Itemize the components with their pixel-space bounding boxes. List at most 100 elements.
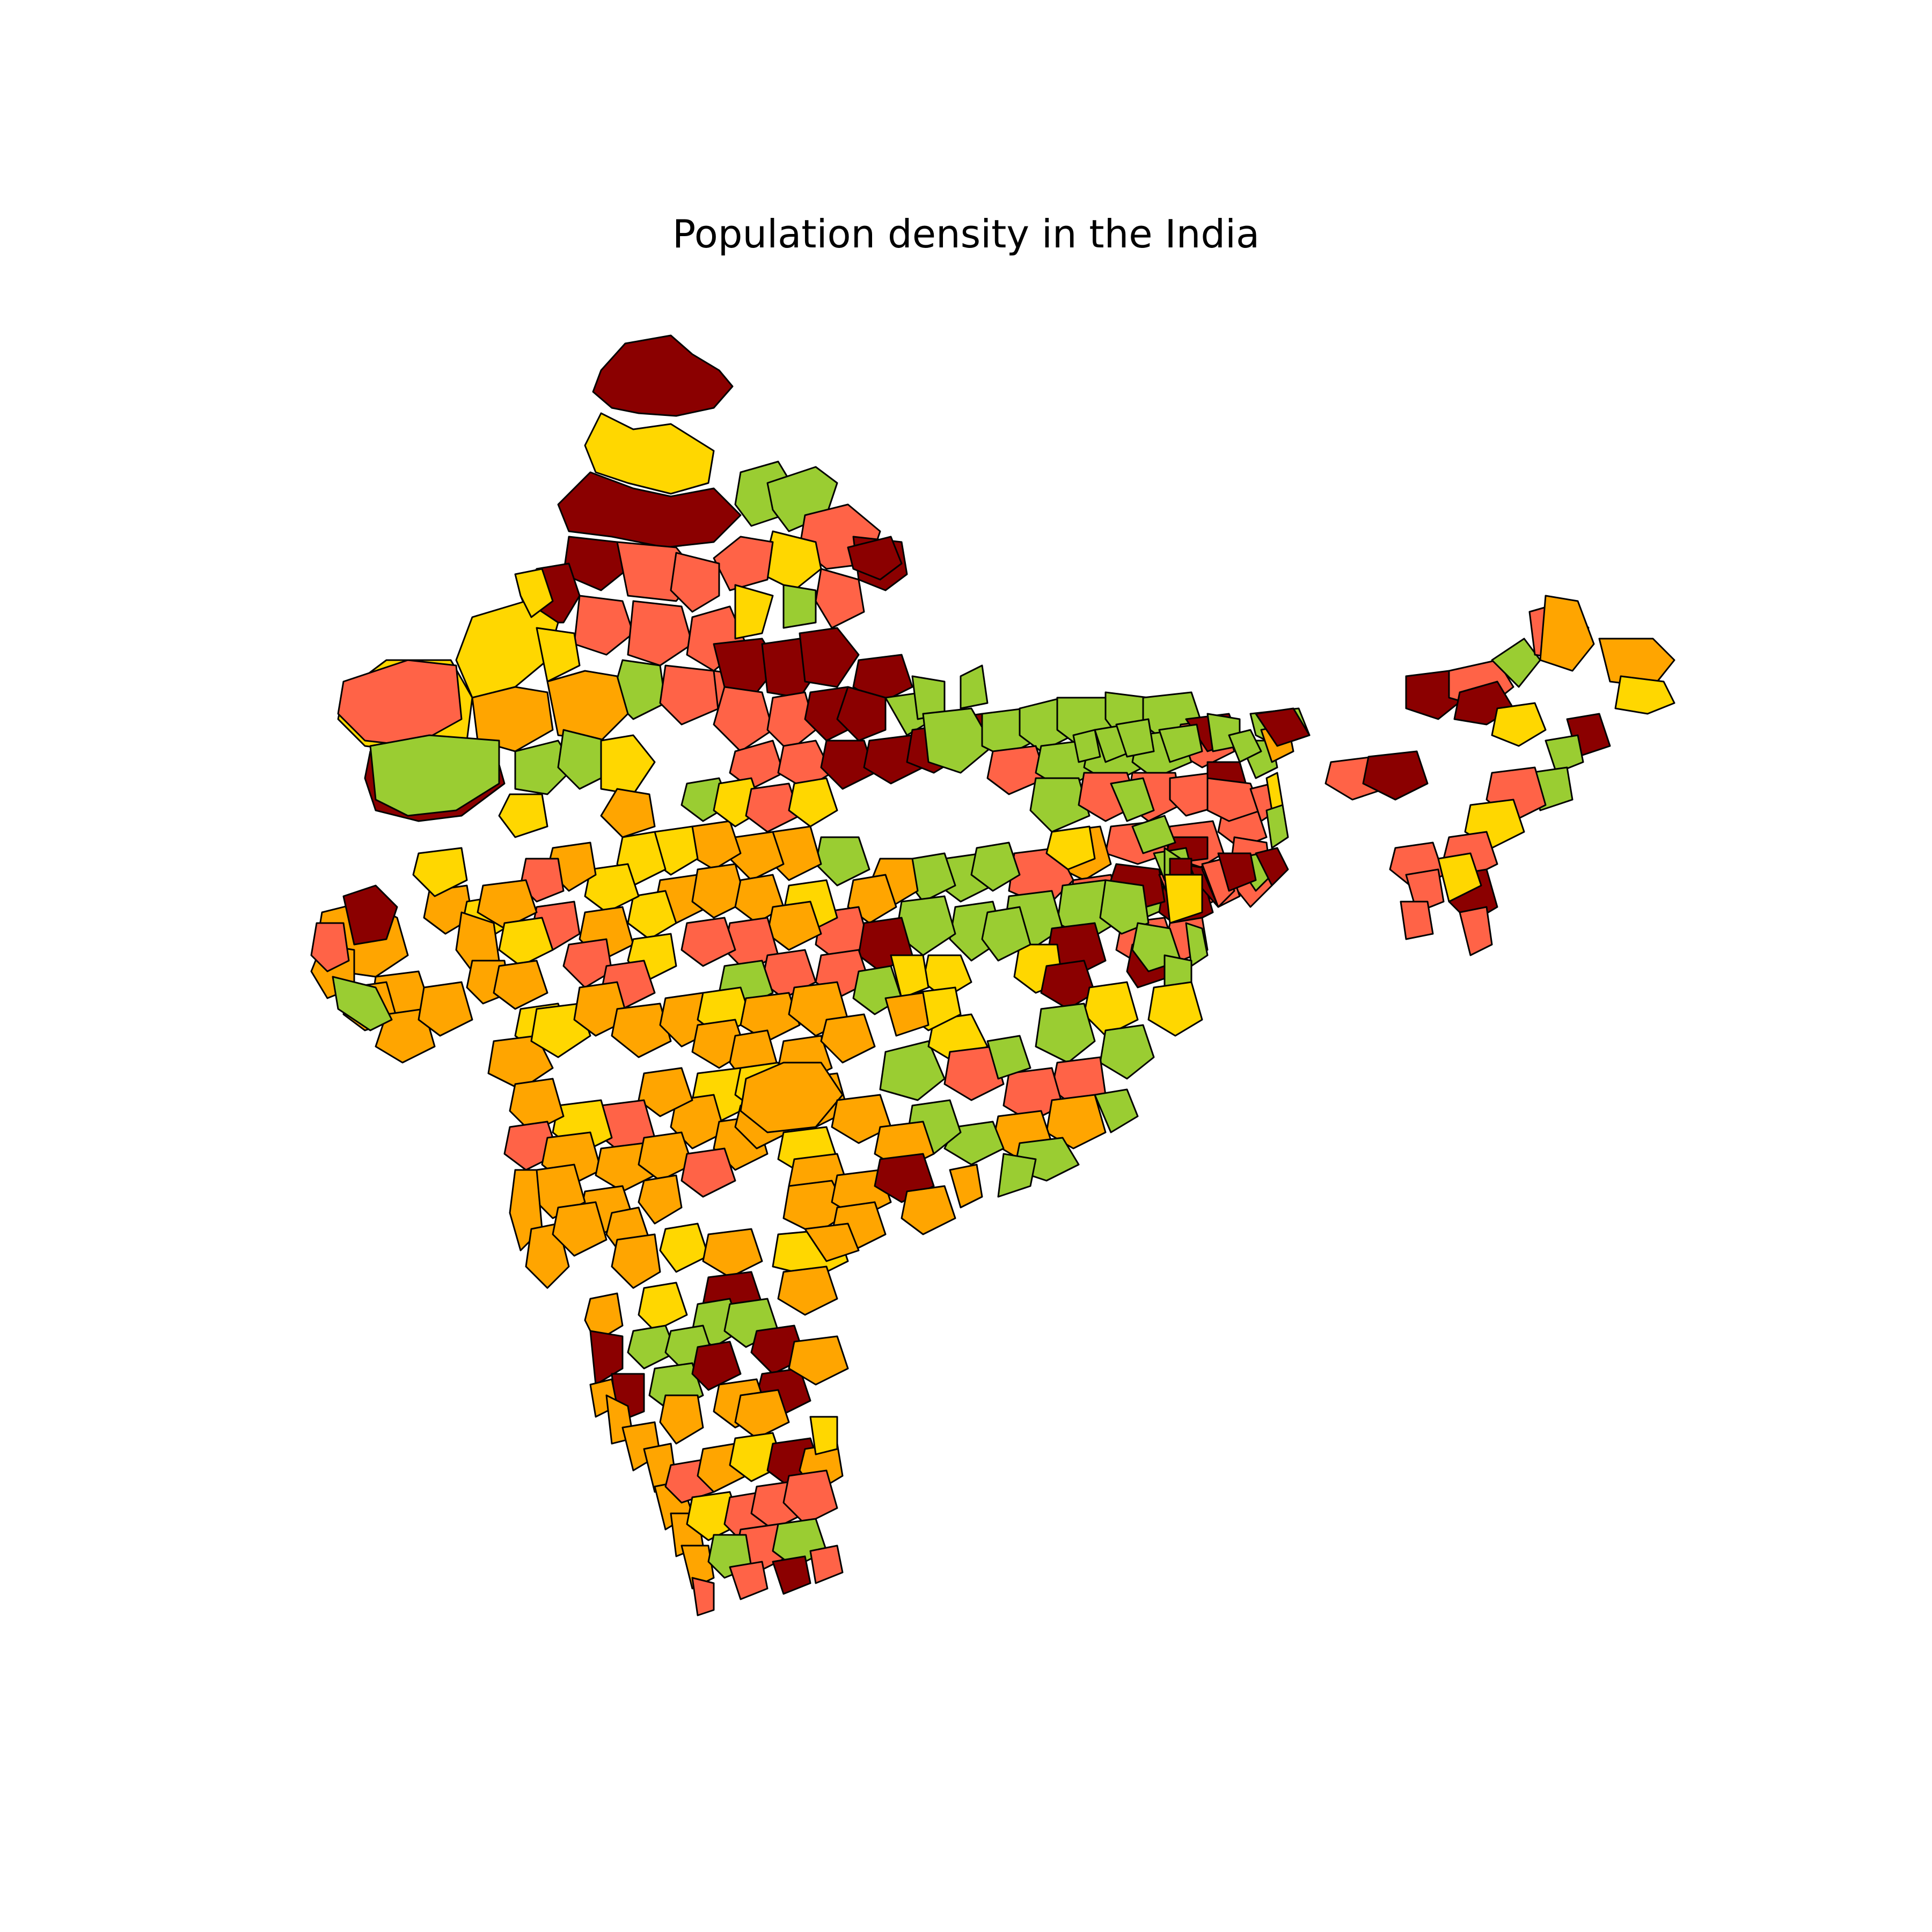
district-region [1099,1024,1155,1080]
district-region [493,960,548,1010]
district-region [369,734,500,817]
district-region [713,686,774,752]
district-region [638,1282,688,1332]
district-region [1158,723,1203,763]
district-region [1002,1067,1064,1123]
district-region [782,1180,849,1235]
district-region [562,938,613,989]
district-region [1045,1094,1107,1150]
district-region [584,412,715,495]
district-region [418,981,473,1037]
district-region [901,1185,956,1235]
district-region [1400,901,1434,940]
district-region [1206,777,1262,822]
district-region [1115,718,1155,758]
district-region [680,1147,736,1198]
district-region [997,1153,1037,1198]
district-region [1094,1088,1139,1133]
district-region [546,670,629,742]
district-region [820,1013,876,1064]
district-region [638,1067,693,1117]
district-region [659,1223,709,1273]
district-region [1035,1002,1096,1064]
district-region [734,1389,790,1439]
district-region [713,536,774,591]
district-region [1147,981,1203,1037]
district-region [772,1555,811,1595]
district-region [1131,815,1176,854]
district-region [729,740,785,790]
district-region [884,992,930,1037]
district-region [680,917,736,967]
district-region [638,1131,693,1182]
district-region [745,782,801,833]
district-region [986,745,1048,795]
district-region [600,788,656,838]
district-region [863,734,924,785]
district-region [584,863,640,913]
district-region [1228,729,1262,763]
district-region [970,841,1021,892]
district-region [627,600,693,667]
district-region [1099,879,1150,935]
district-region [981,906,1031,962]
district-layer [310,334,1675,1616]
district-region [815,568,865,629]
district-region [1437,852,1482,903]
district-region [820,740,876,790]
district-region [922,707,994,774]
district-region [943,1045,1005,1101]
district-region [611,1002,672,1058]
district-region [627,890,677,940]
district-region [1217,852,1257,892]
district-region [375,1008,436,1064]
district-region [788,1335,849,1386]
district-region [552,1201,608,1257]
district-region [852,654,913,704]
district-region [412,847,468,897]
district-region [680,1545,715,1590]
district-region [536,627,581,683]
district-region [611,1233,661,1289]
district-region [879,1040,946,1101]
map-title: Population density in the India [672,211,1260,257]
district-region [809,1545,844,1584]
district-region [1163,874,1203,924]
district-region [734,584,774,640]
district-region [1459,906,1493,956]
district-region [702,1228,763,1278]
district-region [740,1062,844,1133]
district-region [1255,847,1289,887]
district-region [498,917,554,967]
district-region [788,777,838,828]
district-region [782,584,817,629]
district-region [799,627,860,688]
district-region [670,552,720,613]
district-region [1255,707,1311,747]
district-region [1185,922,1209,967]
district-region [777,1265,838,1316]
district-region [592,334,734,417]
district-region [766,691,817,752]
district-region [1040,960,1096,1010]
district-region [847,536,903,581]
district-region [729,1561,769,1600]
district-region [1539,595,1595,672]
district-region [557,729,613,790]
district-region [1545,734,1584,774]
district-region [337,659,463,747]
district-region [1029,777,1091,833]
district-region [487,1035,554,1091]
district-region [809,1416,838,1455]
district-region [1598,638,1675,688]
district-region [949,1163,983,1209]
district-region [498,793,548,838]
district-region [691,1577,715,1616]
district-region [514,568,554,618]
district-region [1362,750,1429,801]
district-region [342,884,398,946]
district-region [627,1324,677,1370]
district-region [310,922,350,972]
